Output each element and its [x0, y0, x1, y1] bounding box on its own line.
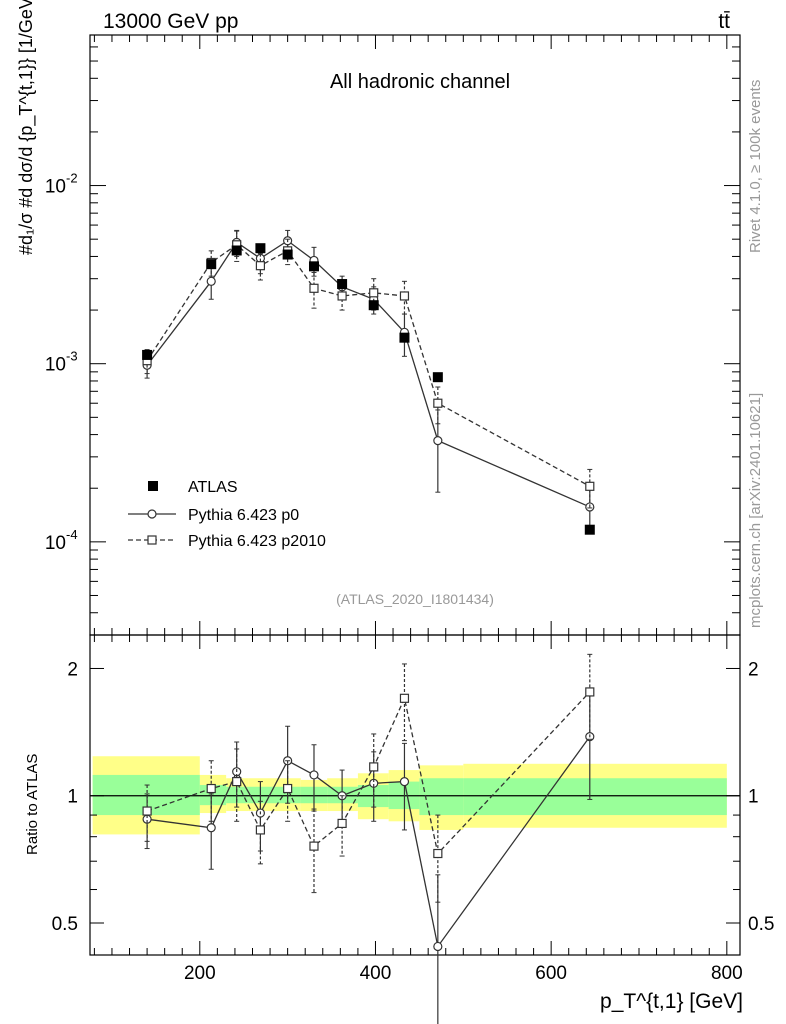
band-inner-10: [463, 778, 727, 816]
main-atlas-point-2: [231, 245, 242, 256]
main-atlas-point-10: [584, 524, 595, 535]
main-atlas-point-9: [432, 372, 443, 383]
y-tick-label-ratio-2: 0.5: [52, 914, 78, 935]
main-panel: 10-210-310-4 All hadronic channel (ATLAS…: [16, 0, 741, 636]
main-atlas-point-5: [308, 261, 319, 272]
ratio-p2010-point-2: [232, 777, 242, 787]
ratio-p0-point-8: [399, 777, 410, 787]
ratio-p2010-point-10: [585, 687, 595, 697]
main-atlas-point-7: [368, 300, 379, 311]
band-inner-9: [419, 778, 464, 816]
energy-label: 13000 GeV pp: [103, 10, 238, 33]
main-p2010-point-3: [255, 261, 266, 271]
chart-title: All hadronic channel: [330, 71, 510, 93]
ratio-p0-point-9: [433, 941, 443, 952]
main-series: [142, 229, 595, 535]
x-tick-label-800: 800: [711, 963, 743, 984]
y-tick-label-ratio-r-1: 1: [748, 787, 759, 808]
analysis-id: (ATLAS_2020_I1801434): [336, 591, 494, 607]
main-atlas-point-4: [282, 249, 293, 260]
ratio-frame: [89, 634, 741, 956]
main-ylabel: #d₁/σ #d dσ/d {p_T^{t,1}} [1/GeV]: [16, 0, 37, 255]
ratio-p2010-point-8: [399, 693, 410, 703]
main-p2010-point-7: [369, 288, 379, 298]
main-axes: 10-210-310-4: [45, 34, 741, 636]
main-atlas-point-8: [399, 332, 410, 343]
legend-atlas-label: ATLAS: [188, 479, 238, 496]
x-tick-label-400: 400: [360, 963, 392, 984]
main-p0-point-9: [433, 436, 443, 446]
main-p2010-point-8: [399, 291, 410, 301]
x-tick-label-200: 200: [184, 963, 216, 984]
main-p2010-point-10: [585, 481, 595, 491]
legend-p0-marker: [147, 509, 157, 519]
ratio-p2010-point-1: [206, 783, 216, 794]
ratio-p2010-point-3: [255, 825, 266, 835]
ratio-p2010-point-5: [309, 841, 319, 851]
mcplots-label: mcplots.cern.ch [arXiv:2401.10621]: [747, 393, 764, 628]
ratio-p2010-point-0: [142, 806, 152, 816]
main-p2010-point-9: [433, 398, 443, 408]
main-atlas-point-3: [255, 243, 266, 254]
main-atlas-point-6: [337, 279, 348, 290]
y-tick-exp-main-0: -2: [66, 171, 78, 186]
main-p0-point-1: [206, 276, 216, 286]
y-tick-exp-main-2: -4: [66, 527, 78, 542]
ratio-axes: 200 400 600 800 2 2 1 1 0.5 0.5: [52, 634, 774, 984]
y-tick-label-ratio-1: 1: [67, 787, 78, 808]
ratio-p0-point-1: [206, 823, 216, 833]
main-p2010-group: [142, 230, 595, 509]
ratio-panel: 200 400 600 800 2 2 1 1 0.5 0.5 Ratio to ATLAS p_…: [24, 634, 774, 1024]
main-atlas-point-0: [142, 349, 153, 360]
y-tick-label-ratio-0: 2: [67, 659, 78, 680]
main-atlas-group: [142, 243, 595, 535]
y-tick-label-main-0: 10: [45, 177, 66, 198]
ratio-ylabel: Ratio to ATLAS: [24, 754, 41, 855]
ratio-series: [142, 653, 595, 1024]
y-tick-label-ratio-r-0: 2: [748, 659, 759, 680]
ratio-p2010-line: [146, 691, 591, 855]
process-label: tt̄: [718, 10, 730, 33]
y-tick-exp-main-1: -3: [66, 349, 78, 364]
legend: ATLAS Pythia 6.423 p0 Pythia 6.423 p2010: [128, 479, 326, 550]
ratio-p0-point-5: [309, 770, 319, 780]
legend-p2010-marker: [147, 535, 157, 545]
legend-p0-label: Pythia 6.423 p0: [188, 507, 299, 524]
legend-atlas-marker: [148, 481, 158, 491]
ratio-p2010-point-4: [283, 783, 293, 794]
main-p2010-point-5: [309, 283, 319, 293]
x-tick-label-600: 600: [535, 963, 567, 984]
y-tick-label-main-2: 10: [45, 533, 66, 554]
main-p2010-point-6: [337, 291, 347, 301]
main-atlas-point-1: [206, 259, 217, 270]
ratio-p2010-point-6: [337, 818, 347, 829]
y-tick-label-main-1: 10: [45, 355, 66, 376]
legend-p2010-label: Pythia 6.423 p2010: [188, 533, 326, 550]
ratio-p2010-group: [142, 653, 595, 903]
ratio-p2010-point-7: [369, 762, 379, 772]
rivet-label: Rivet 4.1.0, ≥ 100k events: [747, 80, 764, 253]
xlabel: p_T^{t,1} [GeV]: [600, 990, 743, 1013]
ratio-p2010-point-9: [433, 848, 443, 859]
y-tick-label-ratio-r-2: 0.5: [748, 914, 774, 935]
